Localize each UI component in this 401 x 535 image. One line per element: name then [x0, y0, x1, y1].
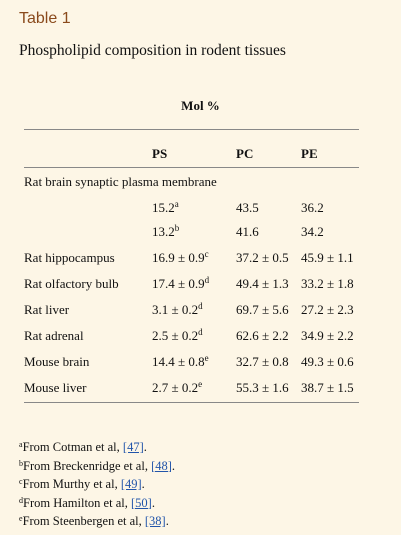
table-row: Rat liver 3.1 ± 0.2d 69.7 ± 5.6 27.2 ± 2… — [0, 302, 401, 322]
pc-value: 49.4 ± 1.3 — [236, 276, 289, 291]
section-row: Rat brain synaptic plasma membrane — [0, 174, 401, 194]
pc-value: 37.2 ± 0.5 — [236, 250, 289, 265]
ps-value: 3.1 ± 0.2d — [152, 301, 203, 318]
pc-value: 55.3 ± 1.6 — [236, 380, 289, 395]
footnote-mark: d — [19, 495, 23, 505]
footnote-mark: b — [174, 223, 180, 233]
row-label: Rat olfactory bulb — [24, 276, 119, 291]
footnotes: aFrom Cotman et al, [47]. bFrom Breckenr… — [19, 438, 175, 531]
row-label: Mouse brain — [24, 354, 90, 369]
footnote: eFrom Steenbergen et al, [38]. — [19, 514, 169, 528]
footnote-mark: a — [19, 440, 23, 449]
pc-value: 62.6 ± 2.2 — [236, 328, 289, 343]
table-row: Rat olfactory bulb 17.4 ± 0.9d 49.4 ± 1.… — [0, 276, 401, 296]
row-label: Mouse liver — [24, 380, 87, 395]
pe-value: 33.2 ± 1.8 — [301, 276, 354, 291]
footnote-text: From Breckenridge et al, — [23, 458, 152, 473]
footnote: aFrom Cotman et al, [47]. — [19, 440, 147, 454]
footnote-mark: d — [198, 327, 203, 337]
footnote: dFrom Hamilton et al, [50]. — [19, 495, 155, 510]
table-row: 13.2b 41.6 34.2 — [0, 224, 401, 244]
ps-value: 13.2b — [152, 223, 180, 240]
table-caption: Phospholipid composition in rodent tissu… — [19, 42, 286, 59]
pe-value: 49.3 ± 0.6 — [301, 354, 354, 369]
column-header-pc: PC — [236, 146, 254, 161]
reference-link[interactable]: [38] — [144, 514, 166, 528]
footnote-mark: a — [174, 199, 179, 209]
footnote-mark: e — [198, 379, 203, 389]
footnote-mark: d — [204, 275, 210, 285]
table-label: Table 1 — [19, 10, 71, 27]
pc-value: 69.7 ± 5.6 — [236, 302, 289, 317]
table-row: Mouse brain 14.4 ± 0.8e 32.7 ± 0.8 49.3 … — [0, 354, 401, 374]
footnote-mark: e — [204, 353, 209, 363]
footnote: cFrom Murthy et al, [49]. — [19, 477, 145, 491]
ps-value: 16.9 ± 0.9c — [152, 249, 209, 266]
header-rule — [24, 167, 359, 168]
ps-value: 15.2a — [152, 199, 179, 216]
pc-value: 41.6 — [236, 224, 259, 239]
bottom-rule — [24, 402, 359, 403]
footnote-mark: c — [204, 249, 209, 259]
pc-value: 43.5 — [236, 200, 259, 215]
pe-value: 36.2 — [301, 200, 324, 215]
ps-value: 17.4 ± 0.9d — [152, 275, 210, 292]
ps-value: 14.4 ± 0.8e — [152, 353, 209, 370]
footnote-mark: d — [198, 301, 203, 311]
top-rule — [24, 129, 359, 130]
table-row: 15.2a 43.5 36.2 — [0, 200, 401, 220]
footnote-text: From Hamilton et al, — [23, 495, 131, 510]
reference-link[interactable]: [48] — [151, 458, 172, 473]
row-label: Rat adrenal — [24, 328, 84, 343]
footnote-text: From Steenbergen et al, — [22, 514, 145, 528]
ps-value: 2.7 ± 0.2e — [152, 379, 203, 396]
row-label: Rat liver — [24, 302, 70, 317]
table-row: Rat adrenal 2.5 ± 0.2d 62.6 ± 2.2 34.9 ±… — [0, 328, 401, 348]
pe-value: 34.2 — [301, 224, 324, 239]
section-label: Rat brain synaptic plasma membrane — [24, 174, 217, 189]
footnote-mark: c — [19, 477, 23, 486]
table-row: Rat hippocampus 16.9 ± 0.9c 37.2 ± 0.5 4… — [0, 250, 401, 270]
row-label: Rat hippocampus — [24, 250, 115, 265]
footnote-mark: b — [19, 458, 23, 468]
footnote-text: From Cotman et al, — [22, 440, 123, 454]
table-row: Mouse liver 2.7 ± 0.2e 55.3 ± 1.6 38.7 ±… — [0, 380, 401, 400]
footnote: bFrom Breckenridge et al, [48]. — [19, 458, 176, 473]
footnote-mark: e — [19, 514, 23, 523]
pe-value: 38.7 ± 1.5 — [301, 380, 354, 395]
pc-value: 32.7 ± 0.8 — [236, 354, 289, 369]
ps-value: 2.5 ± 0.2d — [152, 327, 203, 344]
pe-value: 27.2 ± 2.3 — [301, 302, 354, 317]
pe-value: 34.9 ± 2.2 — [301, 328, 354, 343]
pe-value: 45.9 ± 1.1 — [301, 250, 354, 265]
group-header: Mol % — [181, 98, 220, 113]
footnote-text: From Murthy et al, — [22, 477, 121, 491]
column-header-pe: PE — [301, 146, 318, 161]
reference-link[interactable]: [47] — [122, 440, 144, 454]
reference-link[interactable]: [49] — [120, 477, 142, 491]
reference-link[interactable]: [50] — [130, 495, 152, 510]
column-header-ps: PS — [152, 146, 168, 161]
